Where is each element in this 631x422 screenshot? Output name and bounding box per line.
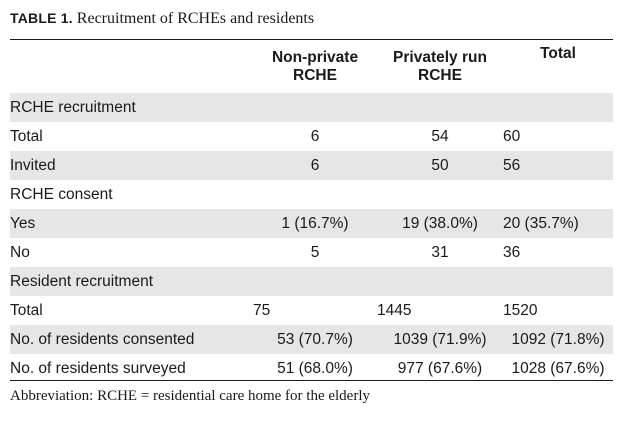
- row-label: Total: [10, 301, 43, 319]
- row-label: Yes: [10, 209, 253, 238]
- cell-privately-run: 1039 (71.9%): [377, 325, 503, 354]
- row-label: No. of residents surveyed: [10, 359, 186, 377]
- row-label: Invited: [10, 151, 253, 180]
- table-label: TABLE 1.: [10, 10, 73, 26]
- table-row: Total 75 1445 1520: [10, 296, 613, 325]
- section-label: Resident recruitment: [10, 267, 613, 296]
- header-privately-run-rche: Privately run RCHE: [393, 48, 487, 84]
- cell-total: 1520: [503, 301, 538, 319]
- header-blank: [10, 40, 253, 93]
- cell-total: 60: [503, 127, 521, 145]
- footnote: Abbreviation: RCHE = residential care ho…: [10, 388, 371, 404]
- cell-non-private: 1 (16.7%): [253, 209, 377, 238]
- recruitment-table: Non-private RCHE Privately run RCHE Total …: [10, 40, 613, 383]
- cell-non-private: 6: [310, 127, 320, 145]
- table-row: Invited 6 50 56: [10, 151, 613, 180]
- cell-total: 56: [503, 151, 613, 180]
- table-caption: TABLE 1. Recruitment of RCHEs and reside…: [10, 10, 314, 28]
- section-row-rche-recruitment: RCHE recruitment: [10, 93, 613, 122]
- row-label: No: [10, 243, 30, 261]
- cell-non-private: 53 (70.7%): [253, 325, 377, 354]
- table-row: Total 6 54 60: [10, 122, 613, 151]
- cell-total: 1028 (67.6%): [511, 359, 605, 377]
- table-row: No. of residents surveyed 51 (68.0%) 977…: [10, 354, 613, 383]
- table-row: No 5 31 36: [10, 238, 613, 267]
- table-row: Yes 1 (16.7%) 19 (38.0%) 20 (35.7%): [10, 209, 613, 238]
- top-rule: [10, 39, 613, 40]
- section-row-rche-consent: RCHE consent: [10, 180, 613, 209]
- cell-non-private: 5: [310, 243, 320, 261]
- cell-privately-run: 31: [431, 243, 449, 261]
- row-label: No. of residents consented: [10, 325, 253, 354]
- cell-non-private: 6: [253, 151, 377, 180]
- cell-total: 20 (35.7%): [503, 209, 613, 238]
- table-row: No. of residents consented 53 (70.7%) 10…: [10, 325, 613, 354]
- bottom-rule: [10, 380, 613, 381]
- cell-privately-run: 54: [431, 127, 449, 145]
- table-title: Recruitment of RCHEs and residents: [76, 10, 315, 27]
- section-label: RCHE consent: [10, 185, 113, 203]
- cell-privately-run: 19 (38.0%): [377, 209, 503, 238]
- row-label: Total: [10, 127, 43, 145]
- header-row: Non-private RCHE Privately run RCHE Total: [10, 40, 613, 93]
- section-label: RCHE recruitment: [10, 93, 613, 122]
- cell-privately-run: 977 (67.6%): [397, 359, 483, 377]
- cell-privately-run: 1445: [377, 301, 412, 319]
- cell-non-private: 75: [253, 301, 271, 319]
- header-non-private-rche: Non-private RCHE: [271, 48, 359, 84]
- cell-total: 36: [503, 243, 521, 261]
- cell-privately-run: 50: [377, 151, 503, 180]
- cell-non-private: 51 (68.0%): [277, 359, 353, 377]
- header-total: Total: [540, 45, 576, 62]
- cell-total: 1092 (71.8%): [503, 325, 613, 354]
- section-row-resident-recruitment: Resident recruitment: [10, 267, 613, 296]
